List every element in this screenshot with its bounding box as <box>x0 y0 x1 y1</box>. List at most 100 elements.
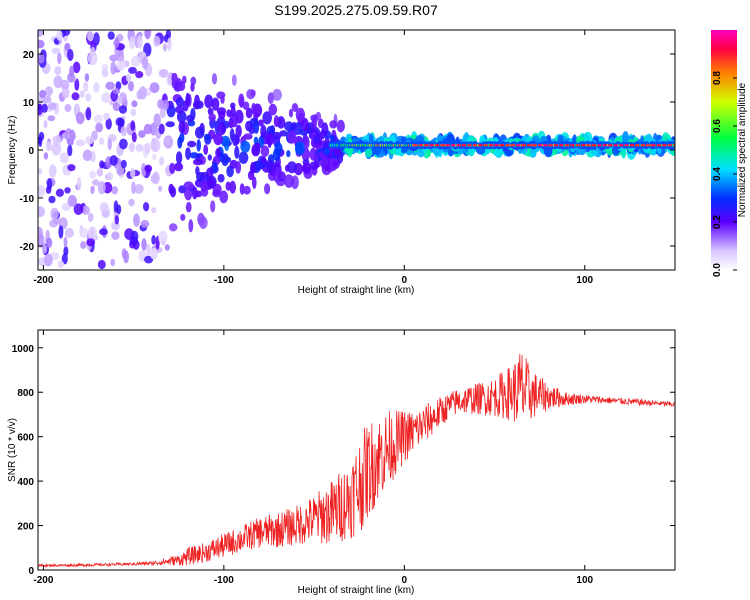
heat-cell <box>158 123 165 135</box>
heat-cell <box>130 108 137 117</box>
heat-cell <box>554 144 559 147</box>
heat-cell <box>445 144 450 147</box>
heat-cell <box>151 235 156 245</box>
heat-cell <box>662 144 667 147</box>
heat-cell <box>178 185 186 194</box>
heat-cell <box>167 37 172 52</box>
heat-cell <box>141 238 147 251</box>
heat-cell <box>451 144 456 147</box>
heat-cell <box>111 231 120 241</box>
heat-cell <box>54 66 62 76</box>
heat-cell <box>336 151 344 164</box>
heat-cell <box>42 96 52 104</box>
heat-cell <box>177 136 183 149</box>
heat-cell <box>203 133 211 141</box>
heat-cell <box>166 72 174 86</box>
heat-cell <box>301 164 307 172</box>
heat-cell <box>217 122 227 136</box>
heat-cell <box>153 35 161 48</box>
heat-cell <box>219 190 229 204</box>
heat-cell <box>79 90 85 99</box>
heat-cell <box>635 144 640 147</box>
heat-cell <box>38 131 45 141</box>
heat-cell <box>251 102 256 115</box>
heat-cell <box>309 147 317 161</box>
heat-cell <box>48 164 57 178</box>
heat-cell <box>646 144 651 147</box>
heat-cell <box>168 223 178 232</box>
heat-cell <box>640 144 645 147</box>
heat-cell <box>575 144 580 147</box>
heat-cell <box>81 227 88 238</box>
heat-cell <box>51 142 62 156</box>
heat-cell <box>144 30 151 40</box>
heat-cell <box>114 215 120 225</box>
y-tick-label: 0 <box>28 146 34 157</box>
heat-cell <box>87 51 98 65</box>
heat-cell <box>97 181 106 195</box>
heat-cell <box>69 65 75 77</box>
heat-cell <box>207 107 214 116</box>
spectrogram-y-label: Frequency (Hz) <box>7 116 18 185</box>
heat-cell <box>206 179 217 189</box>
heat-cell <box>175 105 184 114</box>
heat-cell <box>222 156 232 163</box>
heat-cell <box>364 148 373 158</box>
heat-cell <box>243 133 253 140</box>
heat-cell <box>101 68 109 78</box>
heat-cell <box>673 144 675 147</box>
snr-series-line <box>38 354 675 569</box>
heat-cell <box>260 124 267 139</box>
heat-cell <box>99 160 105 169</box>
heat-cell <box>215 148 221 158</box>
colorbar-tick-label: 0.8 <box>712 71 723 85</box>
heat-cell <box>45 141 53 152</box>
heat-cell <box>178 120 186 134</box>
heat-cell <box>651 144 656 147</box>
heat-cell <box>213 133 223 146</box>
heat-cell <box>99 137 104 145</box>
heat-cell <box>273 115 280 128</box>
heat-cell <box>51 47 61 55</box>
heat-cell <box>130 120 136 132</box>
heat-cell <box>250 89 256 97</box>
heat-cell <box>140 219 150 228</box>
heat-cell <box>312 114 318 124</box>
heat-cell <box>590 149 597 157</box>
heat-cell <box>80 241 87 250</box>
heat-cell <box>99 202 109 213</box>
heat-cell <box>435 144 439 147</box>
heat-cell <box>516 144 521 147</box>
heat-cell <box>243 185 251 195</box>
heat-cell <box>456 144 461 147</box>
heat-cell <box>64 187 71 194</box>
heat-cell <box>55 188 64 197</box>
heat-cell <box>169 186 177 198</box>
heat-cell <box>71 92 80 101</box>
heat-cell <box>103 112 110 121</box>
heat-cell <box>301 117 309 132</box>
heat-cell <box>165 121 175 128</box>
heat-cell <box>144 164 153 173</box>
heat-cell <box>112 102 121 112</box>
heat-cell <box>218 110 226 119</box>
heat-cell <box>188 219 194 233</box>
heat-cell <box>272 88 282 101</box>
heat-cell <box>39 89 47 98</box>
heat-cell <box>295 107 306 122</box>
heat-cell <box>38 30 44 37</box>
heat-cell <box>38 103 43 116</box>
heat-cell <box>92 179 100 186</box>
heat-cell <box>483 144 488 147</box>
heat-cell <box>82 149 93 162</box>
heat-cell <box>64 104 72 112</box>
spectrogram-y-ticks: -20 -10 0 10 20 <box>20 50 675 253</box>
heat-cell <box>185 147 191 160</box>
heat-cell <box>158 185 163 192</box>
colorbar-tick-label: 0.2 <box>712 215 723 229</box>
heat-cell <box>235 161 242 174</box>
colorbar-label: Normalized spectral amplitude <box>737 82 748 217</box>
heat-cell <box>192 158 203 166</box>
heat-cell <box>187 140 197 148</box>
heat-cell <box>46 86 52 99</box>
